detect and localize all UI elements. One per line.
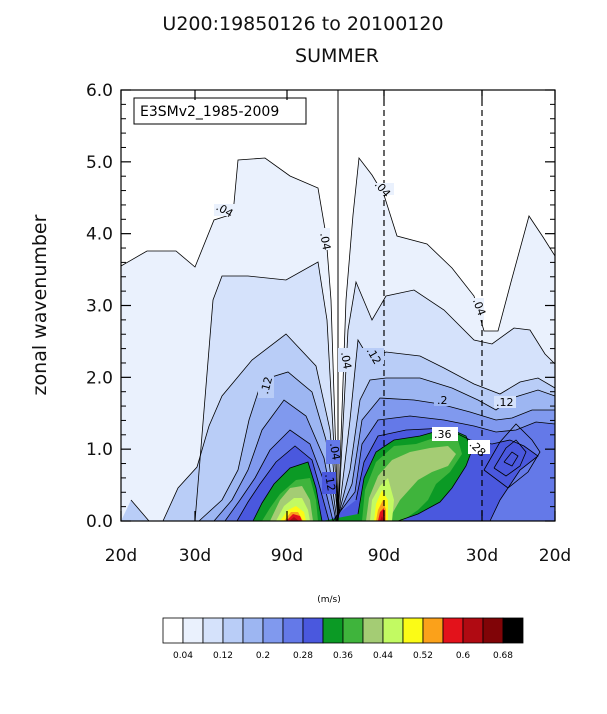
colorbar-swatch [282,617,304,644]
colorbar-tick-label: 0.6 [456,651,471,661]
label-box [468,440,490,454]
colorbar-swatch [502,617,524,644]
y-axis-label: zonal wavenumber [29,214,51,395]
colorbar-swatch [402,617,424,644]
x-axis: 20d 30d 90d 90d 30d 20d [105,90,571,566]
colorbar-swatch [302,617,324,644]
label-box [432,427,458,441]
legend-label: E3SMv2_1985-2009 [140,104,279,120]
colorbar-swatch [322,617,344,644]
x-tick-label: 20d [539,546,571,566]
y-tick-label: 2.0 [86,368,113,388]
x-tick-label: 30d [179,546,211,566]
colorbar-tick-label: 0.52 [413,651,433,661]
colorbar-tick-label: 0.44 [373,651,393,661]
y-tick-label: 3.0 [86,297,113,317]
y-tick-label: 4.0 [86,225,113,245]
contour-label-9: .12 [322,473,338,492]
y-tick-label: 1.0 [86,440,113,460]
contour-fill-0.84 [276,478,394,521]
contour-label-12: .36 [434,428,452,441]
label-box [434,394,452,406]
label-box [338,348,352,372]
plot-area: .04 .04 .04 .04 .04 .04 .12 .12 .12 .12 … [120,89,556,522]
colorbar-swatch [382,617,404,644]
colorbar-tick-label: 0.2 [256,651,270,661]
colorbar [162,617,524,644]
colorbar-swatch [462,617,484,644]
x-tick-label: 90d [271,546,303,566]
contour-label-7: .12 [258,375,275,395]
x-tick-label: 90d [368,546,400,566]
label-box [494,396,516,408]
colorbar-swatch [342,617,364,644]
contour-label-4: .04 [470,297,488,318]
colorbar-swatch [482,617,504,644]
contour-labels: .04 .04 .04 .04 .04 .04 .12 .12 .12 .12 … [214,178,516,494]
colorbar-tick-label: 0.36 [333,651,353,661]
x-tick-label: 30d [466,546,498,566]
label-box [326,440,340,464]
colorbar-ticks: 0.04 0.12 0.2 0.28 0.36 0.44 0.52 0.6 0.68 [173,651,513,661]
contour-fill-0.76 [270,446,456,521]
y-tick-label: 6.0 [86,81,113,101]
colorbar-swatch [182,617,204,644]
chart-title-line2: SUMMER [295,45,379,67]
label-box [362,348,384,364]
label-box [316,228,330,250]
contour-label-10: .12 [496,396,514,409]
contour-label-5: .04 [338,351,354,370]
colorbar-swatch [202,617,224,644]
label-box [322,472,336,494]
colorbar-tick-label: 0.68 [493,651,513,661]
contour-lines [120,156,556,522]
y-axis: 0.0 1.0 2.0 3.0 4.0 5.0 6.0 [86,81,555,532]
contour-label-11: .2 [437,394,448,407]
colorbar-tick-label: 0.04 [173,651,193,661]
colorbar-swatch [362,617,384,644]
colorbar-swatch [162,617,184,644]
legend-box [133,97,307,125]
label-box [470,298,484,320]
contour-label-6: .04 [327,442,343,461]
colorbar-swatch [222,617,244,644]
colorbar-units: (m/s) [317,595,341,605]
label-box [372,183,394,195]
colorbar-swatch [442,617,464,644]
colorbar-swatch [422,617,444,644]
contour-label-2: .04 [317,232,333,251]
label-box [214,204,236,216]
colorbar-swatch [242,617,264,644]
chart-title-line1: U200:19850126 to 20100120 [162,13,443,35]
colorbar-tick-label: 0.12 [213,651,233,661]
y-tick-label: 0.0 [86,512,113,532]
colorbar-swatch [262,617,284,644]
label-box [258,376,274,398]
colorbar-tick-label: 0.28 [293,651,313,661]
x-tick-label: 20d [105,546,137,566]
y-tick-label: 5.0 [86,153,113,173]
